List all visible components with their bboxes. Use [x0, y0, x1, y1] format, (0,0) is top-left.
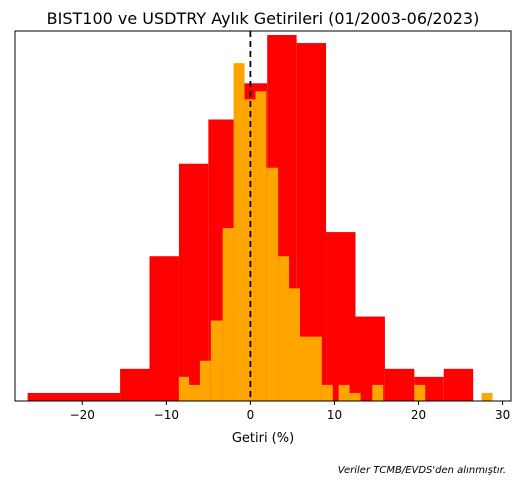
bist100-bar [150, 256, 179, 401]
usdtry-bar [482, 393, 493, 401]
x-tick-label: 0 [247, 408, 255, 422]
bist100-bar [444, 369, 473, 401]
x-tick-label: 20 [411, 408, 426, 422]
usdtry-bar [278, 256, 289, 401]
x-axis-label: Getiri (%) [232, 431, 294, 446]
bist100-bar [326, 232, 355, 401]
usdtry-bar [266, 168, 278, 401]
bist100-bar [385, 369, 414, 401]
source-note: Veriler TCMB/EVDS'den alınmıştır. [338, 465, 506, 476]
usdtry-bar [223, 228, 234, 401]
x-tick-label: 30 [495, 408, 510, 422]
x-tick-label: −10 [154, 408, 179, 422]
chart-title: BIST100 ve USDTRY Aylık Getirileri (01/2… [47, 9, 480, 28]
bist100-bar [28, 393, 120, 401]
usdtry-bar [189, 385, 200, 401]
usdtry-bar [200, 361, 211, 401]
usdtry-bar [255, 91, 266, 401]
usdtry-bar [339, 385, 350, 401]
x-axis-ticks: −20 −10 0 10 20 30 [70, 401, 511, 422]
bist100-bar [120, 369, 149, 401]
usdtry-bar [289, 288, 300, 401]
x-tick-label: 10 [327, 408, 342, 422]
usdtry-bar [322, 385, 333, 401]
usdtry-bar [414, 385, 425, 401]
usdtry-bar [179, 377, 189, 401]
x-tick-label: −20 [70, 408, 95, 422]
usdtry-bar [234, 63, 245, 401]
usdtry-bar [211, 321, 223, 401]
usdtry-bar [300, 337, 322, 401]
usdtry-bar [372, 385, 383, 401]
usdtry-bar [350, 393, 361, 401]
